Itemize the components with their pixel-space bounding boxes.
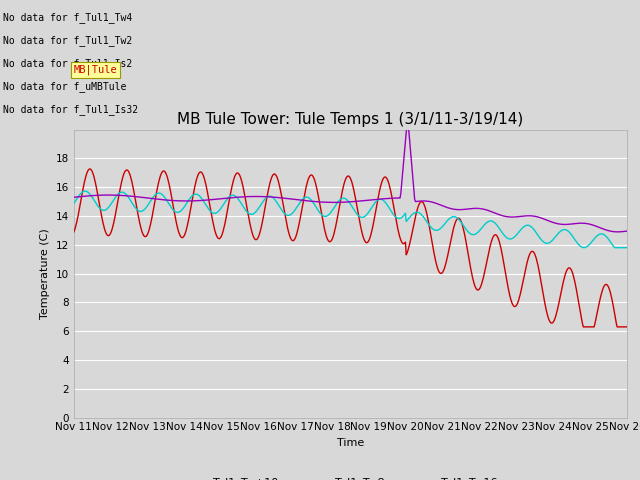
Text: No data for f_Tul1_Tw4: No data for f_Tul1_Tw4 — [3, 12, 132, 23]
Text: No data for f_Tul1_Tw2: No data for f_Tul1_Tw2 — [3, 35, 132, 46]
Text: No data for f_uMBTule: No data for f_uMBTule — [3, 81, 127, 92]
Text: No data for f_Tul1_Is32: No data for f_Tul1_Is32 — [3, 104, 138, 115]
Y-axis label: Temperature (C): Temperature (C) — [40, 228, 50, 319]
X-axis label: Time: Time — [337, 438, 364, 448]
Text: MB|Tule: MB|Tule — [74, 65, 117, 75]
Text: No data for f_Tul1_Is2: No data for f_Tul1_Is2 — [3, 58, 132, 69]
Legend: Tul1_Tw+10cm, Tul1_Ts-8cm, Tul1_Ts-16cm: Tul1_Tw+10cm, Tul1_Ts-8cm, Tul1_Ts-16cm — [181, 473, 520, 480]
Title: MB Tule Tower: Tule Temps 1 (3/1/11-3/19/14): MB Tule Tower: Tule Temps 1 (3/1/11-3/19… — [177, 112, 524, 127]
